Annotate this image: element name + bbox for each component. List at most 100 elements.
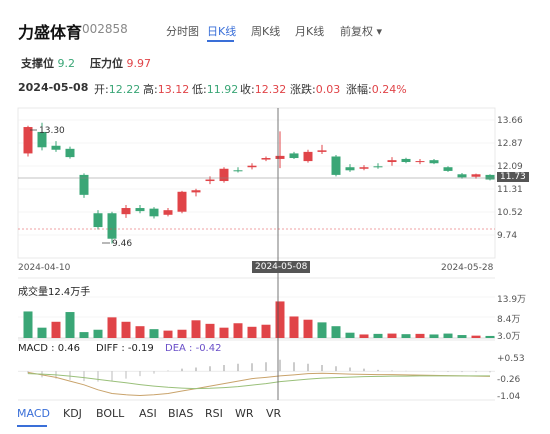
tab-weekly-k[interactable]: 周K线 [251,25,281,38]
candle-body [121,208,131,215]
close-value: 12.32 [254,83,287,96]
pressure-level: 压力位 9.97 [90,55,151,71]
indicator-tab-kdj[interactable]: KDJ [63,407,82,420]
dea-line [27,373,490,390]
volume-tick-0: 13.9万 [497,295,527,305]
indicator-tab-vr[interactable]: VR [266,407,282,420]
adjust-dropdown[interactable]: 前复权 ▾ [340,25,383,38]
volume-bar [247,326,257,338]
open-label: 开: [94,83,109,96]
candle-body [247,165,257,168]
candle-body [233,170,243,172]
date-start: 2024-04-10 [18,263,71,273]
ohlc-open: 开:12.22 [94,81,140,97]
volume-bar [93,329,103,338]
candle-body [317,150,327,152]
high-value: 13.12 [157,83,190,96]
candle-body [205,179,215,182]
ohlc-date: 2024-05-08 [18,81,89,94]
ohlc-pct: 涨幅:0.24% [346,81,407,97]
close-label: 收: [240,83,255,96]
open-value: 12.22 [108,83,141,96]
volume-bar [373,333,383,338]
active-tab-indicator [207,40,234,42]
volume-bar [387,333,397,338]
low-value: 11.92 [206,83,239,96]
candle-body [261,158,271,160]
volume-bar [205,323,215,338]
volume-bar [23,311,33,338]
price-tick-1: 12.87 [497,139,523,149]
diff-value: DIFF : -0.19 [96,343,154,354]
indicator-tab-bias[interactable]: BIAS [168,407,194,420]
candle-body [331,156,341,175]
candle-body [387,160,397,163]
support-label: 支撑位 [21,57,54,70]
candle-body [65,148,75,158]
volume-bar [163,330,173,338]
price-pane-border [17,107,496,259]
support-level: 支撑位 9.2 [21,55,75,71]
low-label: 低: [192,83,207,96]
volume-bar [443,333,453,338]
price-tick-5: 9.74 [497,231,518,241]
candle-body [401,158,411,163]
tab-monthly-k[interactable]: 月K线 [295,25,325,38]
volume-bar [485,335,495,338]
volume-bar [345,332,355,338]
candle-body [471,174,481,177]
pressure-label: 压力位 [90,57,123,70]
dea-value: DEA : -0.42 [165,343,222,354]
indicator-tab-macd[interactable]: MACD [17,407,50,420]
volume-bar [275,301,285,338]
price-tick-4: 10.52 [497,208,523,218]
candle-body [163,210,173,215]
volume-bar [79,332,89,338]
diff-line [27,371,491,397]
stock-name: 力盛体育 [18,23,83,42]
date-end: 2024-05-28 [441,263,494,273]
low-annotation: 9.46 [102,239,132,249]
volume-bar [135,326,145,338]
candle-body [79,174,89,195]
candle-body [275,155,285,159]
high-annotation: 13.30 [30,126,65,136]
volume-bar [401,334,411,338]
ohlc-close: 收:12.32 [240,81,286,97]
crosshair-date-tag: 2024-05-08 [252,261,311,273]
candle-body [37,131,47,148]
volume-bar [219,327,229,338]
price-tick-0: 13.66 [497,116,523,126]
tab-intraday[interactable]: 分时图 [166,25,199,38]
volume-bar [457,335,467,338]
low-annotation-text: 9.46 [112,239,132,249]
pct-value: 0.24% [371,83,407,96]
candle-body [135,208,145,212]
change-value: 0.03 [315,83,341,96]
indicator-tab-asi[interactable]: ASI [139,407,157,420]
volume-bar [233,323,243,338]
volume-bar [359,334,369,338]
candle-body [51,145,61,150]
volume-bar [65,312,75,338]
indicator-tab-boll[interactable]: BOLL [96,407,125,420]
indicator-tab-rsi[interactable]: RSI [205,407,223,420]
candle-body [303,151,313,162]
ohlc-high: 高:13.12 [143,81,189,97]
candle-body [359,167,369,169]
support-value: 9.2 [57,57,76,70]
volume-bar [107,317,117,338]
candle-body [373,166,383,168]
volume-bar [37,327,47,338]
volume-title: 成交量12.4万手 [18,287,91,298]
macd-tick-2: -1.04 [497,392,521,402]
volume-bar [261,324,271,338]
candle-body [443,167,453,171]
indicator-tab-wr[interactable]: WR [235,407,254,420]
tab-daily-k[interactable]: 日K线 [207,25,237,38]
candle-body [191,190,201,193]
volume-tick-1: 8.4万 [497,315,521,325]
candle-body [415,161,425,163]
change-label: 涨跌: [290,83,316,96]
candle-body [93,213,103,228]
